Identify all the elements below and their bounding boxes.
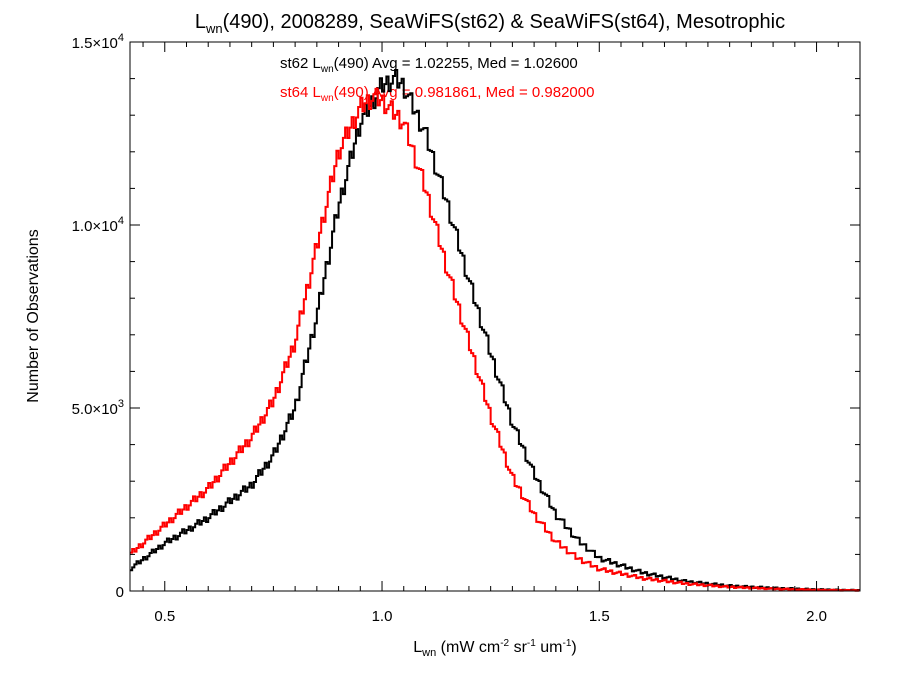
x-tick-label: 1.5: [589, 608, 610, 625]
series-st64-line: [130, 87, 860, 592]
y-tick-label: 1.0×104: [72, 215, 124, 235]
y-axis-label: Number of Observations: [25, 229, 42, 402]
series-st62-line: [130, 69, 860, 592]
y-tick-label: 0: [116, 584, 124, 601]
legend-entry-st64: st64 Lwn(490) Avg = 0.981861, Med = 0.98…: [280, 84, 594, 104]
x-tick-label: 1.0: [372, 608, 393, 625]
x-tick-label: 0.5: [154, 608, 175, 625]
chart-title: Lwn(490), 2008289, SeaWiFS(st62) & SeaWi…: [195, 11, 785, 36]
y-tick-label: 5.0×103: [72, 398, 124, 418]
legend-entry-st62: st62 Lwn(490) Avg = 1.02255, Med = 1.026…: [280, 55, 578, 75]
series-layer: [130, 69, 860, 592]
axis-layer: 0.5 1.0 1.5 2.0 0 5.0×103 1.0×104 1.5×104: [72, 32, 861, 625]
y-tick-label: 1.5×104: [72, 32, 124, 52]
plot-frame: [129, 41, 861, 592]
x-tick-label: 2.0: [806, 608, 827, 625]
x-axis-label: Lwn (mW cm-2 sr-1 um-1): [413, 638, 576, 659]
